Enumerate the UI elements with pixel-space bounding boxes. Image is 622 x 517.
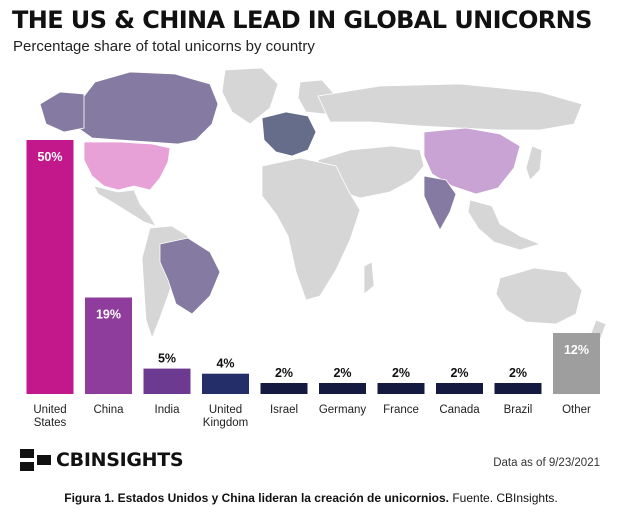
bars-layer	[26, 140, 600, 394]
data-label: 50%	[37, 150, 62, 164]
figure-caption-bold: Figura 1. Estados Unidos y China lideran…	[64, 491, 450, 505]
data-date-note: Data as of 9/23/2021	[493, 457, 600, 469]
map-africa	[261, 157, 361, 301]
bar-france	[377, 383, 425, 394]
data-label: 2%	[275, 366, 293, 380]
figure-caption-source: Fuente. CBInsights.	[449, 491, 558, 505]
cbinsights-logo-text: CBINSIGHTS	[56, 449, 184, 471]
map-madagascar	[363, 261, 375, 295]
data-label: 5%	[158, 352, 176, 366]
category-label: United States	[33, 404, 66, 429]
figure-caption: Figura 1. Estados Unidos y China lideran…	[0, 491, 622, 505]
chart-area: 50% 19% 5% 4% 2% 2% 2% 2% 2% 12% United States Chin…	[26, 67, 607, 429]
cbinsights-logo: CBINSIGHTS	[20, 448, 184, 472]
category-label: China	[93, 404, 124, 416]
category-labels-layer: United States China India United Kingdom Israe…	[33, 404, 591, 429]
category-label: France	[383, 404, 419, 416]
map-mexico	[93, 185, 157, 227]
map-europe	[261, 111, 317, 157]
category-label: Canada	[439, 404, 480, 416]
map-japan	[525, 145, 543, 181]
map-russia	[317, 83, 583, 131]
map-southeast-asia	[467, 199, 542, 251]
category-label: Israel	[270, 404, 298, 416]
bar-united-kingdom	[202, 373, 249, 394]
data-label: 4%	[216, 357, 234, 371]
map-greenland	[221, 67, 279, 125]
data-label: 2%	[392, 366, 410, 380]
category-label: India	[155, 404, 181, 416]
data-labels-layer: 50% 19% 5% 4% 2% 2% 2% 2% 2% 12%	[37, 150, 589, 380]
category-label: Other	[562, 404, 591, 416]
data-label: 12%	[564, 343, 589, 357]
map-alaska	[39, 91, 85, 133]
bar-canada	[436, 383, 483, 394]
bar-india	[143, 368, 191, 394]
bar-brazil	[494, 383, 542, 394]
data-label: 19%	[96, 308, 121, 322]
map-india	[423, 175, 457, 231]
bar-germany	[319, 383, 366, 394]
chart-title: THE US & CHINA LEAD IN GLOBAL UNICORNS	[12, 6, 592, 34]
category-label: Germany	[319, 404, 367, 416]
data-label: 2%	[333, 366, 351, 380]
data-label: 2%	[450, 366, 468, 380]
category-label: United Kingdom	[203, 404, 248, 429]
cbinsights-logo-icon	[20, 449, 51, 471]
bar-israel	[260, 383, 308, 394]
map-australia	[495, 267, 583, 325]
map-brazil	[159, 237, 221, 315]
world-map-background	[39, 67, 607, 341]
bar-united-states	[26, 140, 74, 394]
data-label: 2%	[509, 366, 527, 380]
bar-china	[85, 297, 132, 394]
map-united-states	[83, 141, 171, 191]
category-label: Brazil	[504, 404, 533, 416]
map-china	[423, 127, 521, 195]
chart-subtitle: Percentage share of total unicorns by co…	[13, 38, 315, 55]
map-canada	[77, 71, 219, 145]
bar-other	[553, 333, 600, 394]
